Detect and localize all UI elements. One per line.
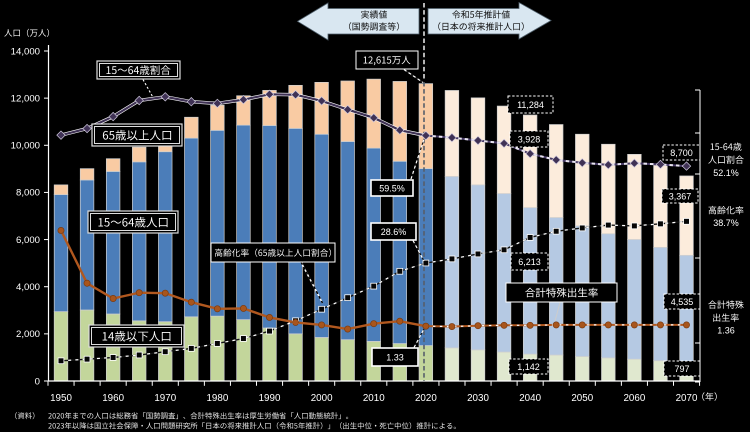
svg-text:4,000: 4,000	[16, 282, 40, 293]
svg-text:2,000: 2,000	[16, 329, 40, 340]
svg-text:38.7%: 38.7%	[713, 218, 739, 228]
svg-text:8,000: 8,000	[16, 188, 40, 199]
svg-text:1.36: 1.36	[717, 326, 735, 336]
svg-text:52.1%: 52.1%	[713, 168, 739, 178]
svg-text:1990: 1990	[259, 393, 281, 404]
svg-text:2000: 2000	[311, 393, 333, 404]
svg-text:2040: 2040	[519, 393, 541, 404]
svg-text:59.5%: 59.5%	[379, 184, 405, 194]
svg-text:4,535: 4,535	[671, 297, 694, 307]
svg-text:2010: 2010	[363, 393, 385, 404]
svg-text:8,700: 8,700	[670, 148, 693, 158]
svg-text:10,000: 10,000	[11, 141, 40, 152]
svg-text:2070: 2070	[676, 393, 698, 404]
svg-text:2050: 2050	[571, 393, 593, 404]
svg-text:3,928: 3,928	[518, 135, 541, 145]
svg-text:1970: 1970	[154, 393, 176, 404]
svg-text:1,142: 1,142	[517, 362, 540, 372]
svg-text:1.33: 1.33	[386, 353, 404, 363]
svg-text:1950: 1950	[50, 393, 72, 404]
svg-text:6,213: 6,213	[518, 257, 541, 267]
svg-text:28.6%: 28.6%	[381, 227, 407, 237]
svg-text:12,000: 12,000	[11, 93, 40, 104]
svg-text:14,000: 14,000	[11, 46, 40, 57]
svg-text:2060: 2060	[623, 393, 645, 404]
svg-text:11,284: 11,284	[517, 100, 544, 110]
svg-text:3,367: 3,367	[669, 192, 692, 202]
svg-text:1980: 1980	[206, 393, 228, 404]
svg-text:1960: 1960	[102, 393, 124, 404]
svg-text:2020: 2020	[415, 393, 437, 404]
svg-text:0: 0	[35, 376, 40, 387]
svg-text:6,000: 6,000	[16, 235, 40, 246]
svg-text:797: 797	[674, 364, 689, 374]
svg-text:2030: 2030	[467, 393, 489, 404]
